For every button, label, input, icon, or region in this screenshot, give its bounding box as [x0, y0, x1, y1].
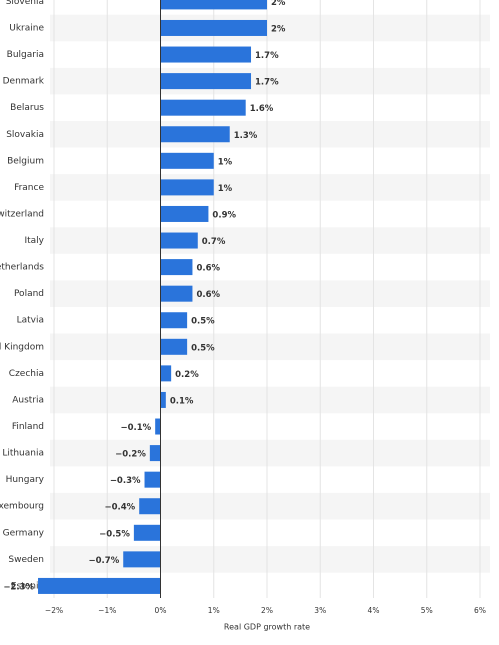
x-tick-label: 2%	[261, 606, 273, 615]
value-label: −2.3%	[3, 582, 34, 592]
y-tick-label: Hungary	[6, 475, 45, 485]
row-band	[50, 14, 490, 42]
bar	[160, 205, 209, 222]
row-band	[50, 333, 490, 361]
bar	[144, 471, 161, 488]
bar	[160, 312, 188, 329]
value-label: 0.6%	[196, 290, 220, 300]
x-tick-label: −2%	[45, 606, 63, 615]
y-tick-label: France	[14, 183, 44, 193]
y-tick-label: Estonia	[11, 581, 44, 591]
row-band	[50, 174, 490, 201]
x-tick-label: −1%	[98, 606, 116, 615]
y-tick-label: Bulgaria	[7, 50, 44, 60]
bar	[160, 46, 252, 63]
y-tick-label: Ukraine	[9, 23, 44, 33]
value-label: −0.3%	[110, 476, 141, 486]
value-label: 0.5%	[191, 343, 215, 353]
bar	[123, 551, 161, 568]
bar	[160, 73, 252, 90]
x-tick-label: 5%	[421, 606, 433, 615]
bar	[160, 19, 267, 36]
value-label: 0.2%	[175, 370, 199, 380]
y-tick-label: Italy	[24, 236, 44, 246]
bar	[160, 259, 193, 276]
x-tick-label: 0%	[155, 606, 167, 615]
y-tick-label: United Kingdom	[0, 342, 44, 352]
value-label: 0.5%	[191, 317, 215, 327]
bar	[160, 338, 188, 355]
y-tick-label: Latvia	[17, 316, 44, 326]
row-band	[50, 227, 490, 254]
value-label: −0.7%	[89, 556, 120, 566]
bar	[160, 0, 267, 10]
row-band	[50, 386, 490, 414]
bar	[139, 498, 161, 515]
y-tick-label: Czechia	[9, 369, 44, 379]
y-tick-label: Netherlands	[0, 263, 44, 273]
y-tick-label: Austria	[12, 395, 44, 405]
value-label: −0.5%	[99, 529, 130, 539]
row-bands	[50, 14, 490, 573]
bar	[149, 445, 161, 462]
y-tick-label: Germany	[3, 528, 45, 538]
value-label: 1.6%	[250, 104, 274, 114]
bar	[133, 524, 161, 541]
y-tick-label: Finland	[12, 422, 44, 432]
y-tick-label: Slovenia	[6, 0, 44, 7]
value-label: 0.9%	[212, 210, 236, 220]
row-band	[50, 280, 490, 307]
x-tick-label: 3%	[314, 606, 326, 615]
bar	[160, 365, 172, 382]
bar	[160, 179, 214, 196]
y-tick-label: Switzerland	[0, 209, 44, 219]
bar	[160, 232, 198, 249]
value-label: 0.6%	[196, 264, 220, 274]
bar	[38, 577, 161, 594]
value-label: 1%	[218, 184, 233, 194]
y-tick-label: Slovakia	[6, 130, 44, 140]
y-tick-label: Belarus	[10, 103, 44, 113]
bar	[155, 418, 161, 435]
y-tick-label: Poland	[14, 289, 44, 299]
x-axis-label: Real GDP growth rate	[224, 623, 310, 632]
value-label: −0.2%	[115, 450, 146, 460]
value-label: 1%	[218, 157, 233, 167]
x-tick-label: 4%	[368, 606, 380, 615]
value-label: −0.4%	[104, 503, 135, 513]
bar	[160, 99, 246, 116]
bar	[160, 152, 214, 169]
value-label: 1.7%	[255, 78, 279, 88]
row-band	[50, 67, 490, 95]
bar	[160, 126, 230, 143]
value-label: 2%	[271, 24, 286, 34]
y-tick-label: Lithuania	[2, 449, 44, 459]
value-label: 1.3%	[234, 131, 258, 141]
bar	[160, 391, 166, 408]
row-band	[50, 439, 490, 467]
value-label: 0.7%	[202, 237, 226, 247]
row-band	[50, 120, 490, 148]
y-tick-label: Denmark	[3, 77, 45, 87]
value-label: 2%	[271, 0, 286, 8]
bar	[160, 285, 193, 302]
x-tick-label: 1%	[208, 606, 220, 615]
y-tick-label: Luxembourg	[0, 502, 44, 512]
x-tick-label: 6%	[474, 606, 486, 615]
y-tick-label: Sweden	[8, 555, 44, 565]
value-label: 1.7%	[255, 51, 279, 61]
value-label: 0.1%	[170, 396, 194, 406]
row-band	[50, 492, 490, 520]
value-label: −0.1%	[120, 423, 151, 433]
y-tick-label: Belgium	[7, 156, 44, 166]
